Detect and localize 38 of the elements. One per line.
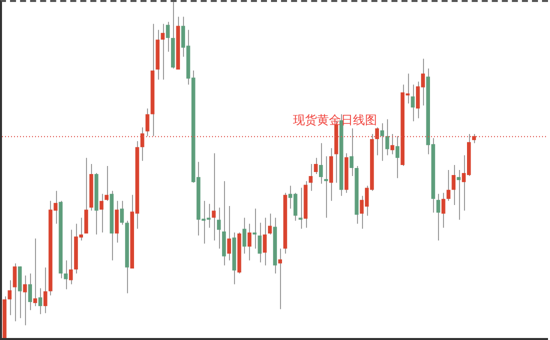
candlestick — [166, 21, 170, 52]
candlestick — [268, 213, 272, 236]
candlestick — [456, 170, 461, 220]
candlestick — [390, 134, 394, 155]
candlestick — [258, 222, 262, 263]
candlestick — [324, 156, 328, 218]
candlestick — [278, 248, 282, 310]
candlestick — [114, 200, 119, 244]
candlestick — [380, 122, 384, 162]
candlestick — [308, 163, 313, 192]
candlestick — [396, 136, 400, 179]
candlestick — [436, 193, 440, 242]
candlestick — [314, 157, 318, 175]
text: 现货黄金日线图 — [293, 113, 378, 128]
candlestick — [252, 208, 257, 250]
candlestick — [8, 280, 12, 316]
candlestick — [120, 200, 124, 226]
candlestick — [216, 207, 221, 250]
candlestick — [262, 217, 267, 266]
candlestick — [375, 126, 379, 156]
candlestick — [43, 266, 48, 314]
candlestick — [212, 152, 216, 242]
candlestick — [410, 84, 415, 122]
candlestick — [28, 272, 32, 311]
candlestick — [441, 192, 446, 228]
candlestick — [12, 262, 17, 322]
candlestick — [146, 108, 150, 137]
candlestick — [242, 217, 246, 254]
candlestick — [452, 164, 456, 206]
candlestick — [227, 205, 231, 261]
candlestick — [84, 157, 88, 234]
candlestick — [298, 187, 302, 230]
candlestick — [248, 223, 252, 261]
candlestick — [68, 229, 73, 285]
candlestick — [23, 275, 27, 326]
candlestick — [319, 142, 323, 184]
candlestick — [446, 170, 450, 202]
candlestick — [472, 134, 476, 144]
